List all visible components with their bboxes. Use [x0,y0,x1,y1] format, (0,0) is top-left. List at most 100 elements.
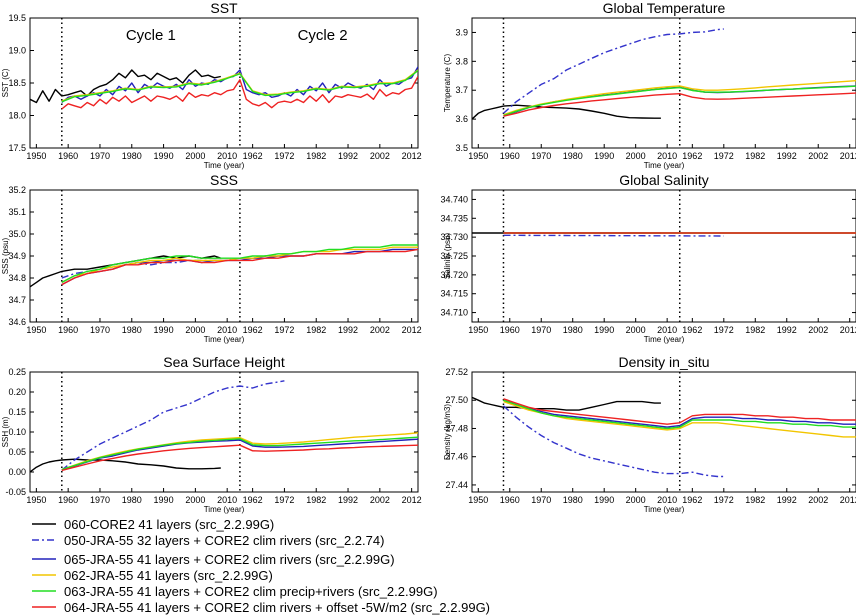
legend-item-s050: 050-JRA-55 32 layers + CORE2 clim rivers… [30,532,384,548]
x-tick-label: 1950 [26,325,46,335]
series-line-s064 [61,444,418,472]
x-axis-label: Time (year) [644,335,685,344]
series-lines [472,232,856,237]
series-line-s063 [503,399,856,430]
legend-swatch [32,606,56,608]
x-tick-label: 1980 [122,325,142,335]
series-line-s060 [30,458,221,473]
x-tick-label: 1972 [274,495,294,505]
x-tick-label: 1990 [594,325,614,335]
legend-label: 060-CORE2 41 layers (src_2.2.99G) [64,516,275,532]
x-tick-label: 2002 [808,325,828,335]
y-tick-label: 3.5 [455,143,468,153]
legend-item-s065: 065-JRA-55 41 layers + CORE2 clim rivers… [30,551,395,567]
x-tick-label: 1970 [531,151,551,161]
legend-label: 050-JRA-55 32 layers + CORE2 clim rivers… [64,532,385,548]
series-line-s050 [503,28,724,114]
x-tick-label: 2012 [402,495,422,505]
y-tick-label: 34.725 [440,251,468,261]
x-tick-label: 1990 [154,495,174,505]
x-tick-label: 2010 [657,495,677,505]
y-tick-label: 35.2 [8,185,26,195]
x-tick-label: 1972 [714,495,734,505]
x-tick-label: 1992 [338,495,358,505]
x-tick-label: 2012 [840,495,856,505]
x-tick-label: 1962 [243,151,263,161]
legend-item-s062: 062-JRA-55 41 layers (src_2.2.99G) [30,567,273,583]
y-tick-label: 0.15 [8,407,26,417]
series-line-s064 [61,76,418,110]
legend-swatch [32,539,56,541]
legend-label: 062-JRA-55 41 layers (src_2.2.99G) [64,567,273,583]
x-tick-label: 1972 [274,151,294,161]
x-tick-label: 1982 [306,325,326,335]
y-tick-label: 17.5 [8,143,26,153]
y-tick-label: 3.9 [455,27,468,37]
x-tick-label: 1990 [154,325,174,335]
y-tick-label: 3.6 [455,114,468,124]
chart-title: SST [210,0,238,16]
x-tick-label: 2002 [808,495,828,505]
y-tick-label: 0.20 [8,387,26,397]
series-line-s050 [61,255,285,279]
x-tick-label: 2002 [808,151,828,161]
x-tick-label: 1992 [777,495,797,505]
x-tick-label: 2002 [370,325,390,335]
series-line-s060 [472,396,661,411]
x-tick-label: 1982 [306,495,326,505]
panel-global-salinity: Global Salinity 34.710 34.715 34.720 34.725 3… [440,172,856,344]
y-tick-label: -0.05 [5,487,26,497]
legend-label: 063-JRA-55 41 layers + CORE2 clim precip… [64,583,438,599]
y-tick-label: 34.730 [440,232,468,242]
series-line-s050 [61,380,285,471]
x-tick-label: 1962 [682,495,702,505]
chart-title: Sea Surface Height [163,354,285,370]
x-tick-label: 2010 [217,151,237,161]
y-axis-label: Temperature (C) [443,54,452,113]
y-tick-label: 34.7 [8,295,26,305]
x-tick-label: 1962 [682,151,702,161]
series-line-s063 [61,436,418,471]
series-line-s050 [503,405,724,478]
x-tick-label: 1980 [563,495,583,505]
plot-frame [29,371,419,493]
x-tick-label: 2010 [217,325,237,335]
x-tick-label: 1962 [682,325,702,335]
chart-title: Density in_situ [618,354,709,370]
x-tick-label: 1990 [594,495,614,505]
y-tick-label: 18.5 [8,78,26,88]
y-tick-label: 27.48 [445,423,468,433]
legend-swatch [32,558,56,560]
y-tick-label: 0.25 [8,367,26,377]
x-tick-label: 1970 [531,325,551,335]
y-tick-label: 27.44 [445,480,468,490]
x-tick-label: 1992 [777,325,797,335]
chart-title: Global Temperature [603,0,726,16]
y-tick-label: 34.715 [440,289,468,299]
series-line-s063 [61,244,418,284]
panel-global-temperature: Global Temperature 3.5 3.6 3.7 3.8 3.9 1950 196… [443,0,856,170]
x-tick-label: 2010 [657,151,677,161]
y-tick-label: 0.10 [8,427,26,437]
x-tick-label: 1970 [90,325,110,335]
y-tick-label: 27.52 [445,367,468,377]
y-axis-label: Salinity (psu) [443,233,452,280]
x-tick-label: 1980 [122,495,142,505]
series-lines [30,380,418,473]
series-line-s064 [61,248,418,286]
legend-item-s063: 063-JRA-55 41 layers + CORE2 clim precip… [30,583,438,599]
x-tick-label: 1950 [468,151,488,161]
x-tick-label: 2000 [626,495,646,505]
x-axis-label: Time (year) [644,505,685,514]
x-axis-label: Time (year) [204,335,245,344]
plot-frame [471,189,856,323]
annotation-cycle-1: Cycle 1 [126,27,176,44]
y-tick-label: 0.00 [8,467,26,477]
x-tick-label: 1982 [306,151,326,161]
x-tick-label: 2002 [370,495,390,505]
x-tick-label: 1990 [594,151,614,161]
y-axis-label: SST (C) [1,68,10,97]
x-tick-label: 2010 [657,325,677,335]
y-tick-label: 34.6 [8,317,26,327]
